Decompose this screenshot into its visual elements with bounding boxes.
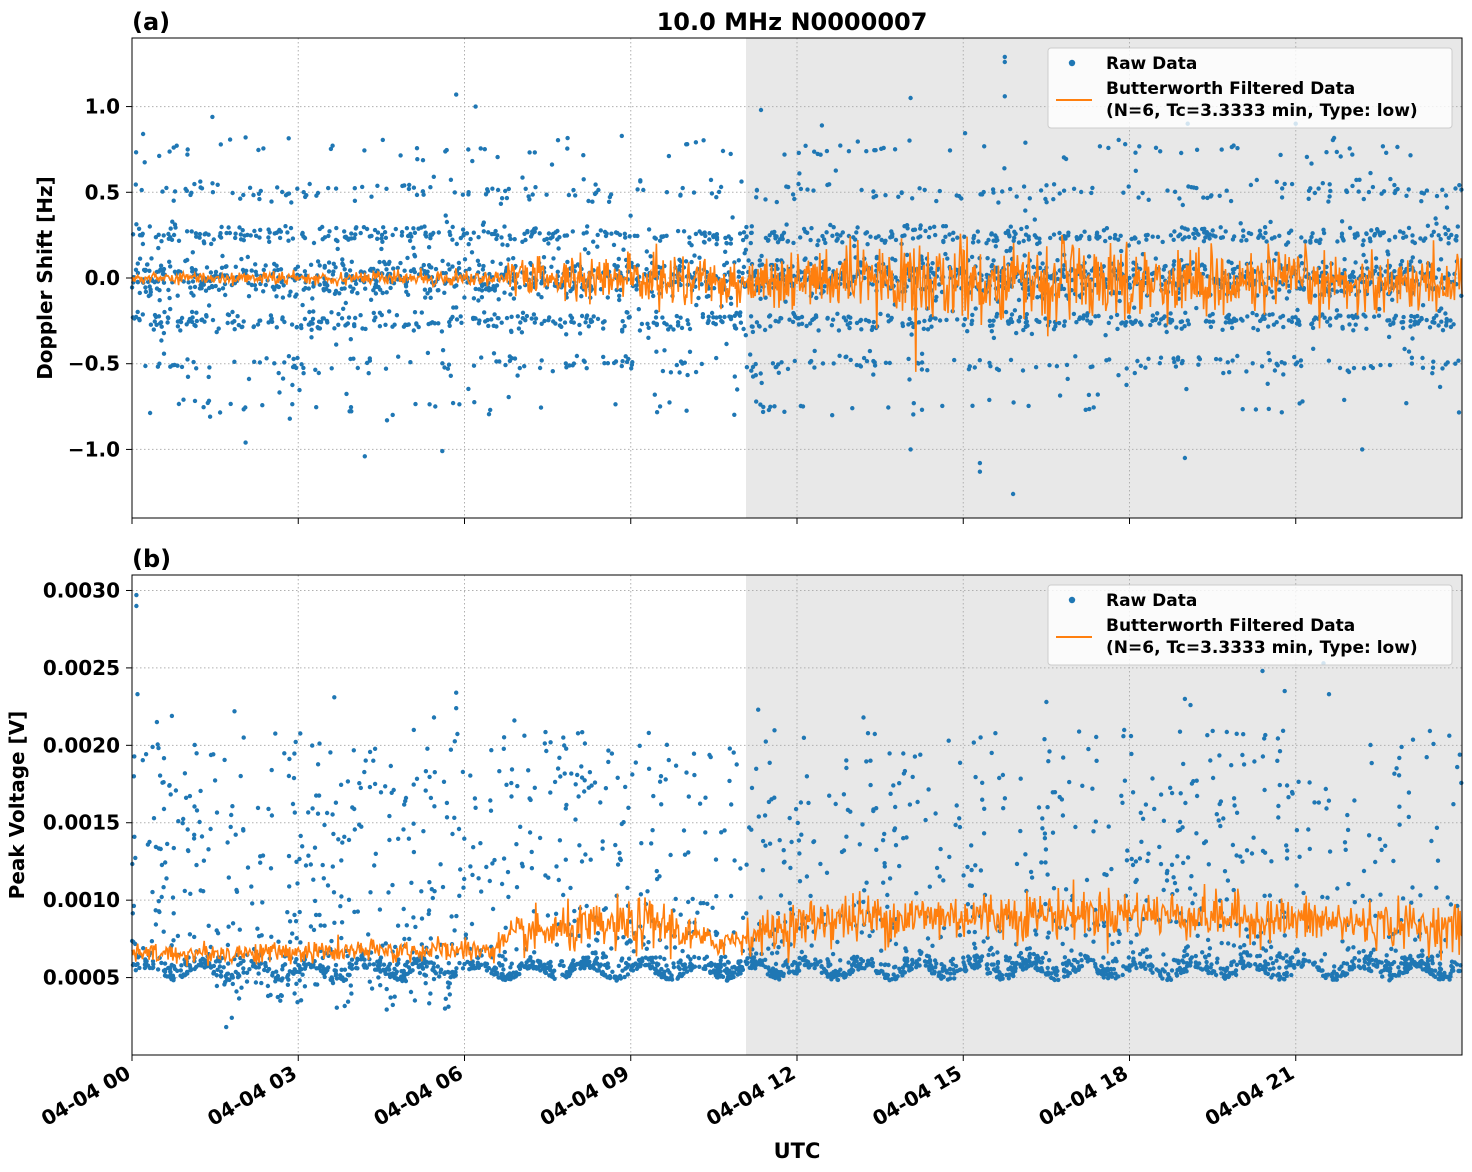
x-tick-label: 04-04 15: [868, 1061, 966, 1131]
raw-data-scatter: [129, 592, 1464, 1030]
filtered-line-b: [131, 879, 1463, 967]
x-tick-label: 04-04 21: [1201, 1061, 1299, 1131]
y-tick-label: 0.0: [85, 266, 120, 290]
legend-a: Raw Data Butterworth Filtered Data (N=6,…: [1047, 47, 1453, 129]
y-ticks-a: −1.0 −0.5 0.0 0.5 1.0: [68, 95, 132, 461]
filtered-line-a: [131, 233, 1463, 372]
y-tick-label: 0.0025: [43, 656, 120, 680]
raw-data-points-b: [129, 592, 1464, 1030]
legend-filtered-label-a-line2: (N=6, Tc=3.3333 min, Type: low): [1106, 101, 1418, 121]
y-ticks-b: 0.0005 0.0010 0.0015 0.0020 0.0025 0.0030: [43, 578, 132, 990]
y-tick-label: 0.0020: [43, 733, 120, 757]
y-tick-label: 0.0030: [43, 578, 120, 602]
x-ticks-a: [131, 518, 1297, 524]
x-tick-label: 04-04 18: [1034, 1061, 1132, 1131]
y-tick-label: 1.0: [85, 95, 120, 119]
y-tick-label: 0.0005: [43, 966, 120, 990]
legend-raw-label-a: Raw Data: [1106, 54, 1197, 74]
x-tick-label: 04-04 03: [203, 1061, 301, 1131]
x-tick-label: 04-04 06: [369, 1061, 467, 1131]
legend-marker-raw-a: [1068, 59, 1076, 67]
y-tick-label: 0.5: [85, 180, 120, 204]
x-tick-label: 04-04 09: [536, 1061, 634, 1131]
y-tick-label: −0.5: [68, 352, 120, 376]
legend-box-a: [1047, 47, 1453, 129]
x-tick-label: 04-04 12: [702, 1061, 800, 1131]
y-tick-label: 0.0010: [43, 888, 120, 912]
y-tick-label: −1.0: [68, 437, 120, 461]
legend-box-b: [1047, 584, 1453, 666]
legend-raw-label-b: Raw Data: [1106, 591, 1197, 611]
legend-b: Raw Data Butterworth Filtered Data (N=6,…: [1047, 584, 1453, 666]
x-ticks-b: 04-04 00 04-04 03 04-04 06 04-04 09 04-04 12…: [37, 1055, 1298, 1131]
y-axis-label-b: Peak Voltage [V]: [5, 711, 29, 900]
legend-filtered-label-b-line1: Butterworth Filtered Data: [1106, 616, 1355, 636]
x-axis-label: UTC: [774, 1139, 821, 1163]
panel-label-b: (b): [132, 545, 171, 573]
legend-filtered-label-a-line1: Butterworth Filtered Data: [1106, 79, 1355, 99]
y-axis-label-a: Doppler Shift [Hz]: [33, 176, 57, 380]
legend-marker-raw-b: [1068, 596, 1076, 604]
figure-title: 10.0 MHz N0000007: [657, 8, 928, 36]
x-tick-label: 04-04 00: [37, 1061, 135, 1131]
y-tick-label: 0.0015: [43, 811, 120, 835]
panel-label-a: (a): [132, 8, 170, 36]
legend-filtered-label-b-line2: (N=6, Tc=3.3333 min, Type: low): [1106, 638, 1418, 658]
panel-doppler-shift: −1.0 −0.5 0.0 0.5 1.0 (a) Doppler Shift [Hz]…: [33, 8, 1464, 524]
panel-peak-voltage: 0.0005 0.0010 0.0015 0.0020 0.0025 0.0030 04-…: [5, 545, 1464, 1131]
